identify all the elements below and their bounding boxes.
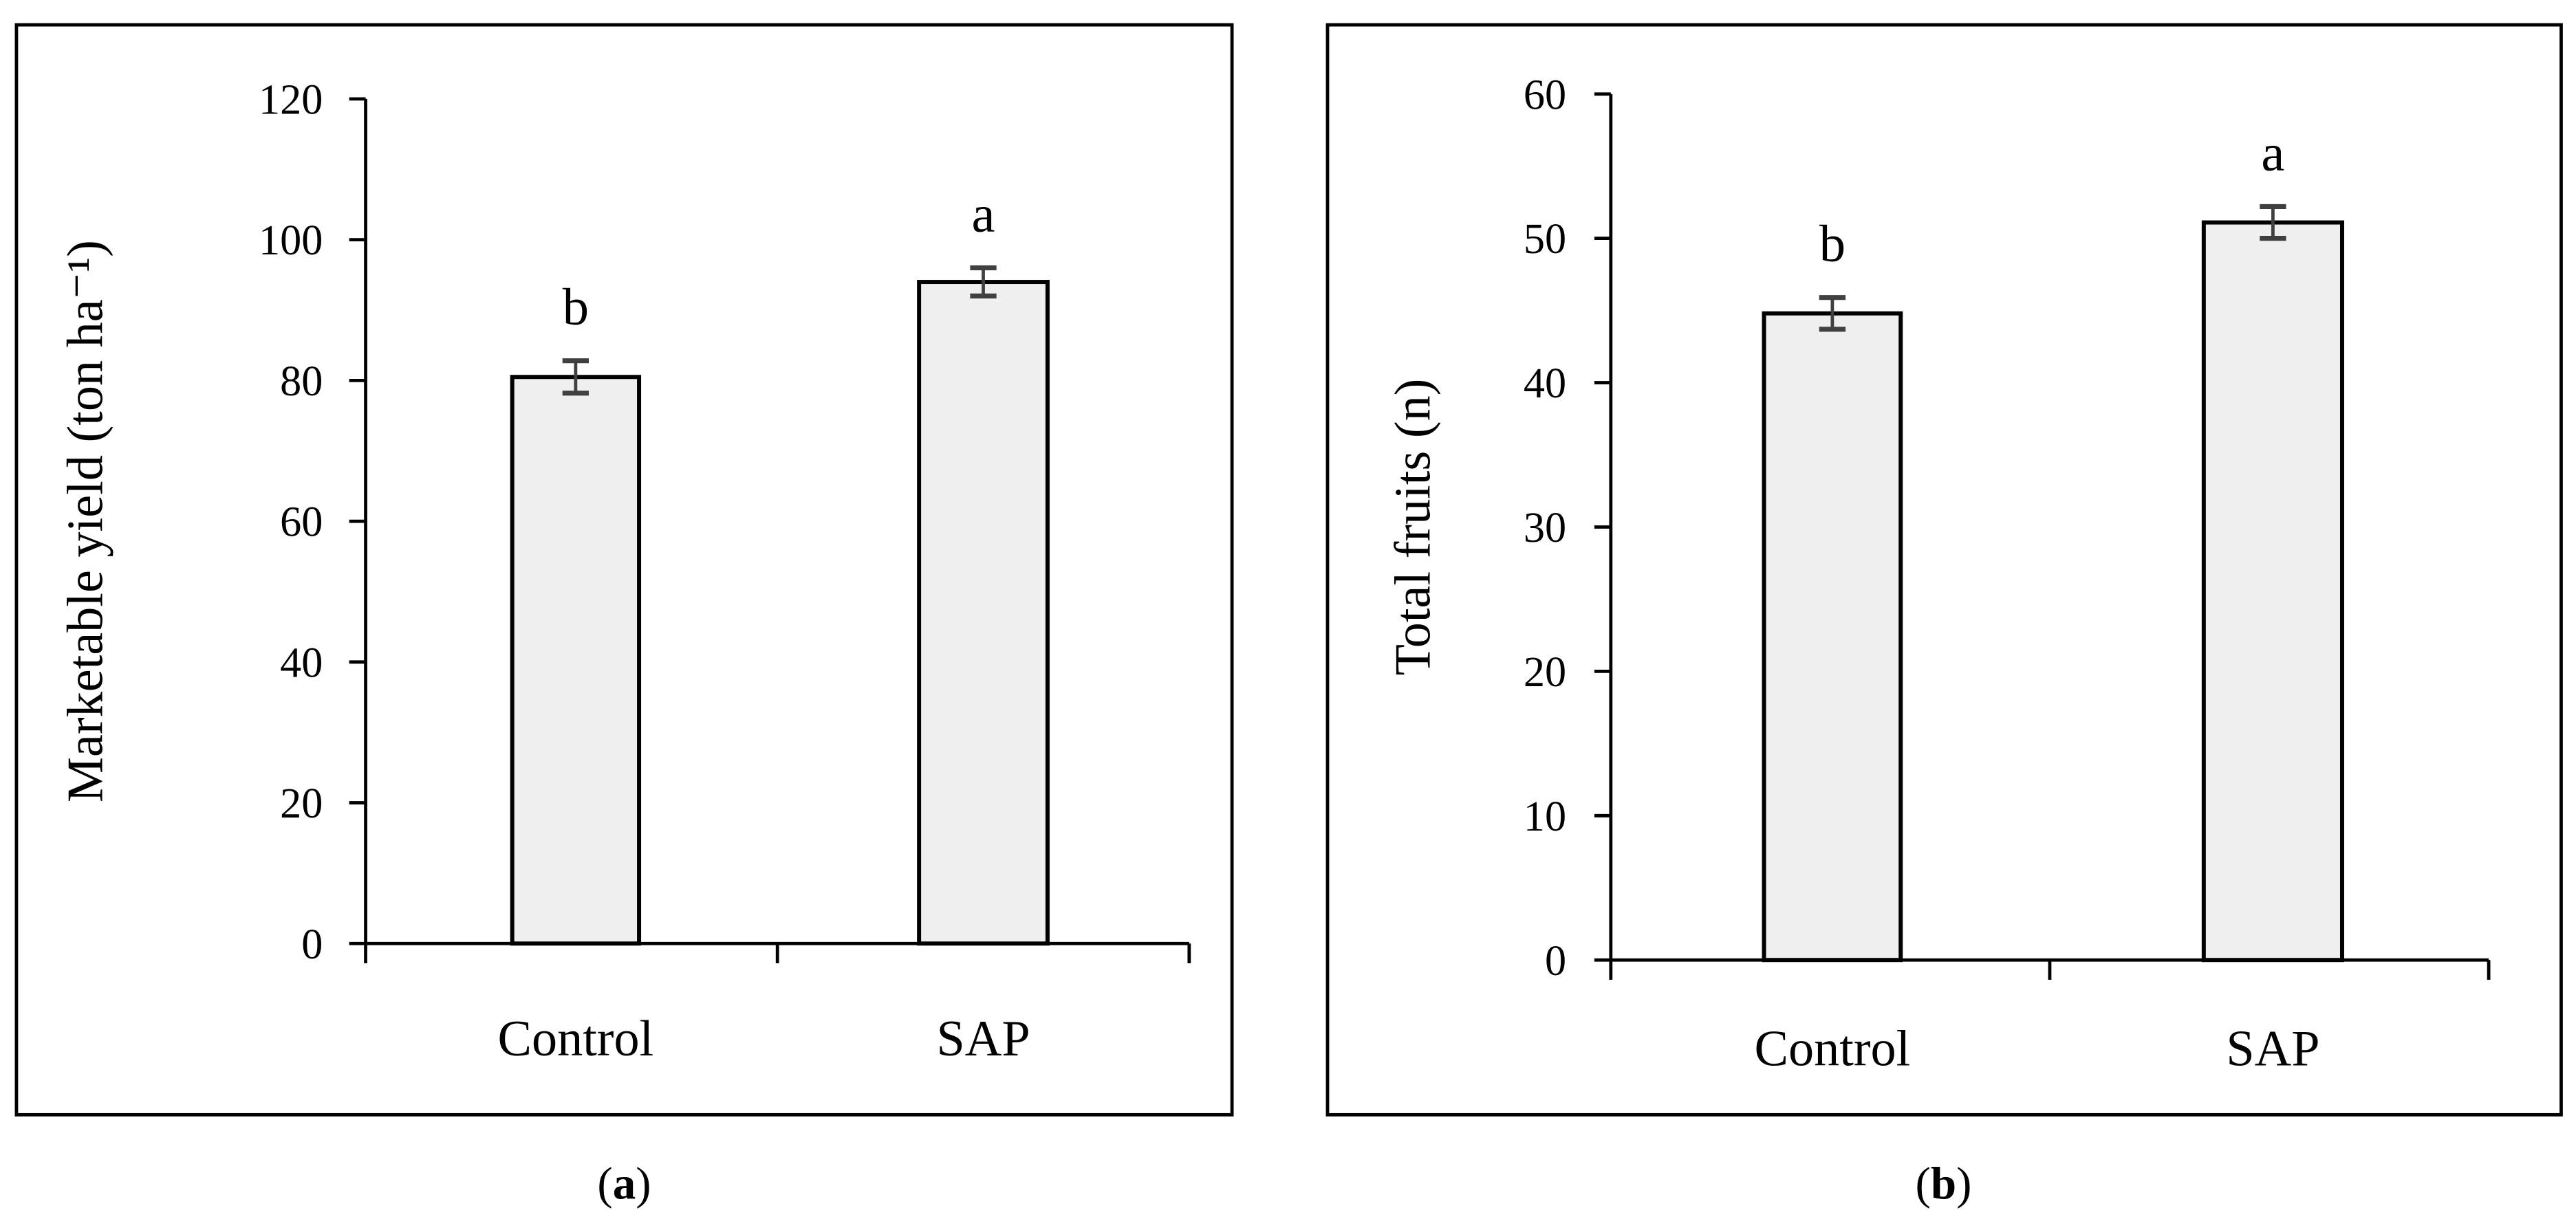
y-tick-label: 20	[1524, 649, 1566, 696]
significance-letter: b	[563, 278, 589, 336]
category-label: SAP	[2226, 1020, 2319, 1077]
panel-label: (a)	[597, 1157, 651, 1209]
y-tick-label: 100	[259, 217, 323, 264]
y-tick-label: 60	[280, 499, 323, 546]
chart-panel-a: b Control a SAP 0 20 40 60 80 100 120 Marketable yi…	[14, 23, 1234, 1209]
category-label: Control	[497, 1011, 653, 1067]
y-tick-label: 20	[280, 780, 323, 827]
significance-letter: b	[1819, 215, 1846, 273]
y-tick-label: 30	[1524, 505, 1566, 551]
y-axis-label: Marketable yield (ton ha⁻¹)	[57, 240, 113, 802]
y-tick-label: 120	[259, 76, 323, 123]
panel-letter: b	[1931, 1157, 1956, 1209]
panel-frame	[1325, 23, 2563, 1117]
y-tick-label: 50	[1524, 216, 1566, 263]
significance-letter: a	[972, 185, 995, 243]
panel-label: (b)	[1916, 1157, 1972, 1209]
panel-frame	[14, 23, 1234, 1117]
chart-panel-b: b Control a SAP 0 10 20 30 40 50 60 Total fruits (n…	[1325, 23, 2563, 1209]
y-tick-label: 40	[280, 639, 323, 686]
y-tick-label: 60	[1524, 72, 1566, 118]
category-label: SAP	[936, 1011, 1030, 1067]
category-label: Control	[1754, 1020, 1910, 1077]
y-tick-label: 0	[301, 921, 323, 968]
y-tick-label: 40	[1524, 360, 1566, 407]
bar-sap	[2201, 220, 2344, 963]
bar-sap	[917, 280, 1050, 946]
y-axis-label: Total fruits (n)	[1385, 379, 1441, 676]
bar-control	[1762, 311, 1903, 963]
significance-letter: a	[2261, 124, 2284, 182]
bar-control	[510, 375, 642, 946]
y-tick-label: 10	[1524, 793, 1566, 840]
y-tick-label: 0	[1545, 938, 1566, 985]
panel-letter: a	[613, 1157, 636, 1209]
y-tick-label: 80	[280, 358, 323, 405]
